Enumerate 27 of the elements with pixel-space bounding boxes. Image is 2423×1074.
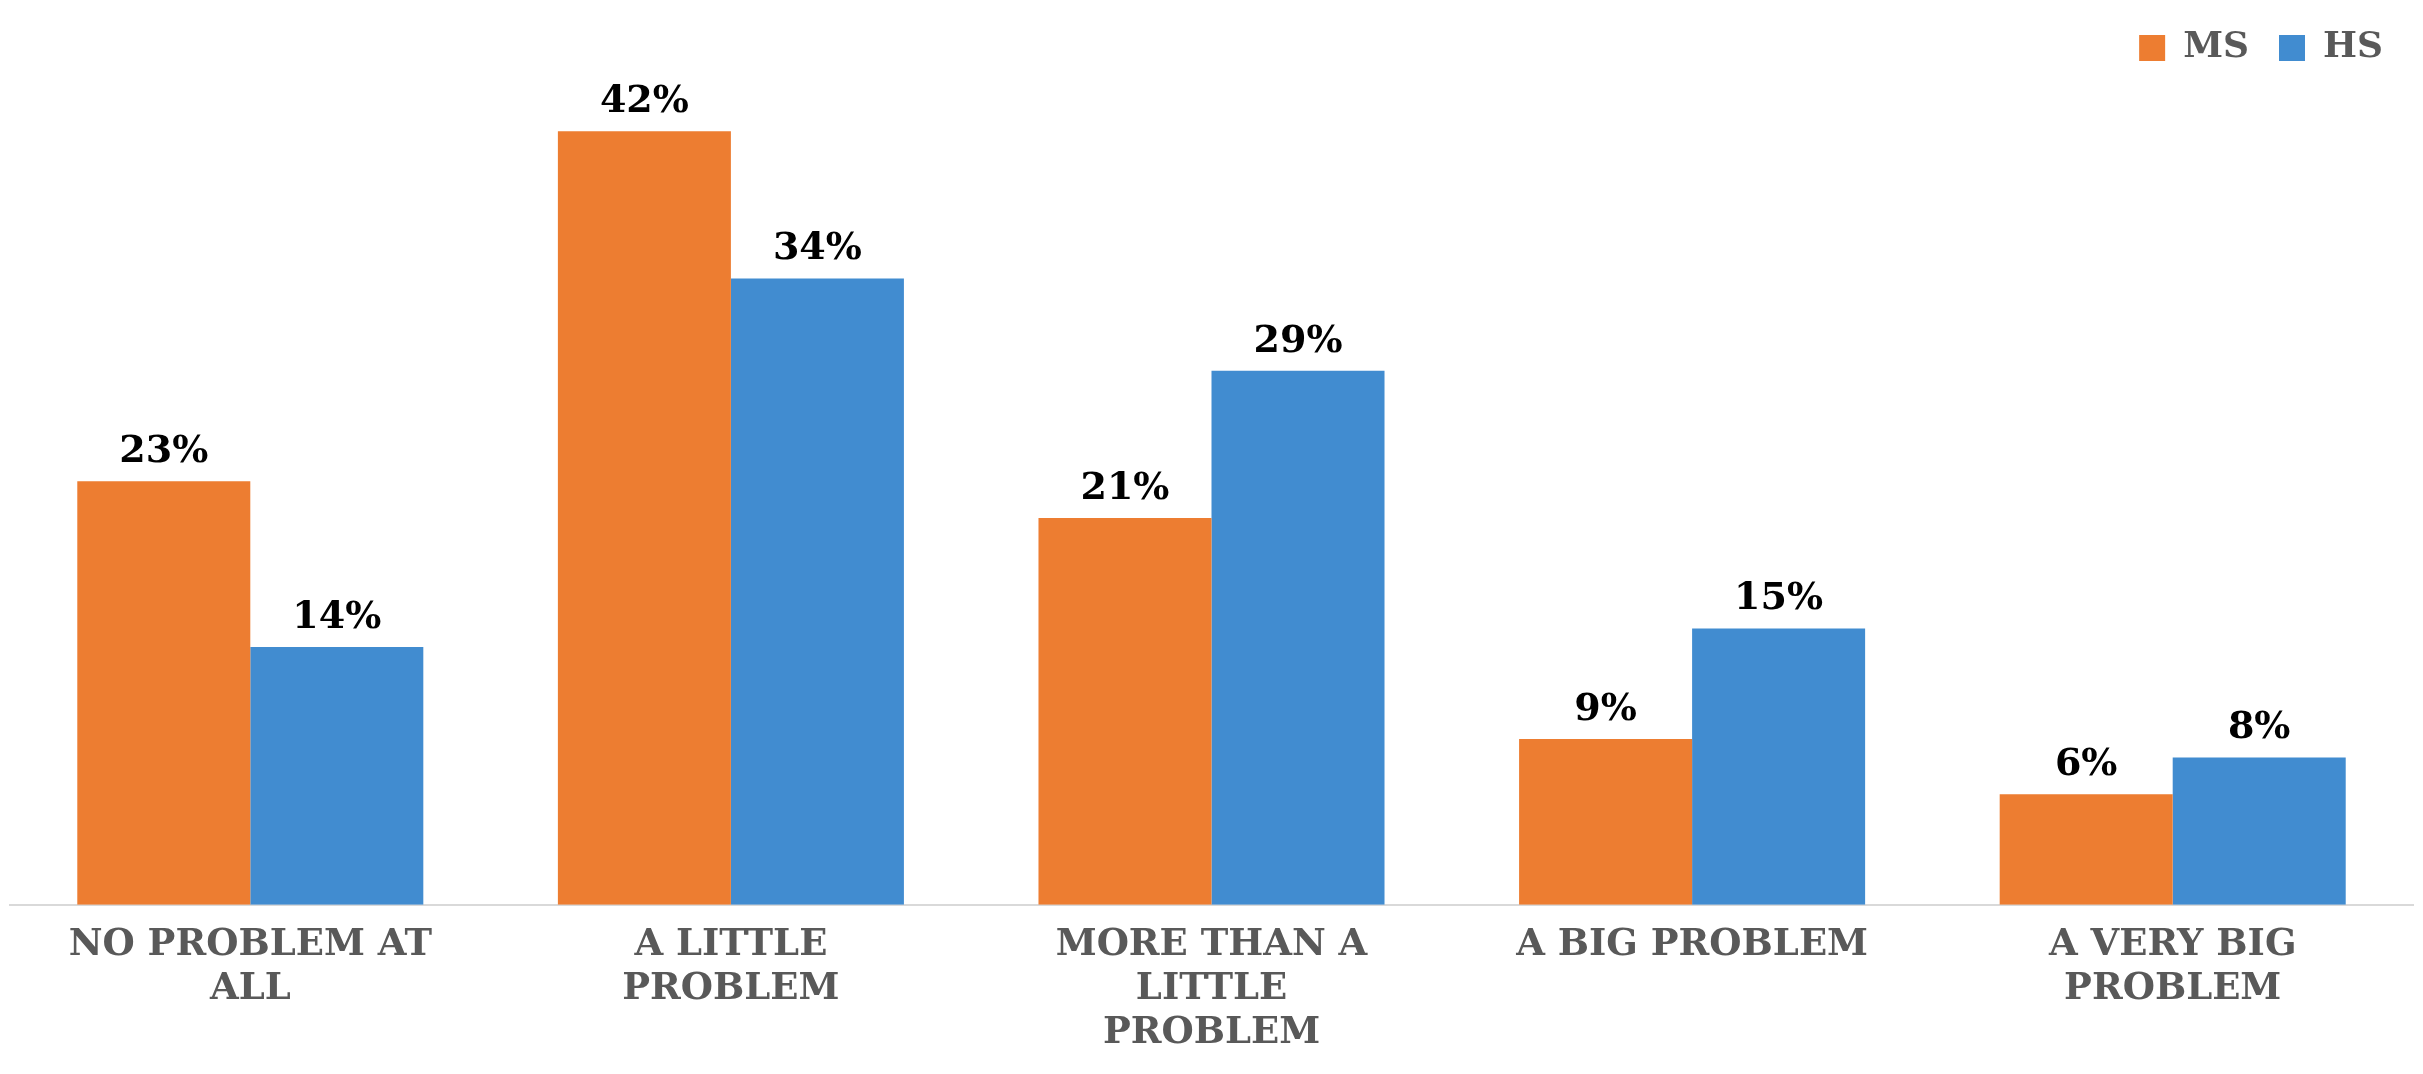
data-label: 42%	[599, 76, 689, 122]
bar	[557, 131, 731, 905]
bar	[1692, 628, 1866, 905]
x-tick-label: A VERY BIG PROBLEM	[2047, 919, 2297, 1009]
x-tick-label: NO PROBLEM AT ALL	[68, 919, 433, 1009]
legend-label: MS	[2183, 23, 2249, 66]
x-tick-label: A LITTLE PROBLEM	[622, 919, 840, 1009]
data-label: 8%	[2227, 702, 2291, 748]
x-tick-label: MORE THAN A LITTLE PROBLEM	[1055, 919, 1369, 1053]
bar	[1038, 518, 1212, 905]
bar	[250, 646, 424, 905]
bar	[730, 278, 904, 905]
bar	[2172, 757, 2346, 905]
bar	[1211, 370, 1385, 905]
data-label: 6%	[2054, 739, 2118, 785]
legend-label: HS	[2322, 23, 2383, 66]
data-label: 9%	[1574, 683, 1637, 729]
data-label: 29%	[1253, 315, 1343, 361]
data-label: 23%	[119, 426, 209, 472]
data-label: 14%	[292, 591, 382, 637]
data-label: 34%	[772, 223, 862, 269]
x-tick-label: A BIG PROBLEM	[1515, 919, 1869, 964]
data-label: 21%	[1080, 462, 1170, 508]
bar	[1999, 794, 2173, 905]
bar	[77, 481, 251, 905]
data-label: 15%	[1734, 573, 1824, 619]
bar	[1519, 739, 1693, 905]
